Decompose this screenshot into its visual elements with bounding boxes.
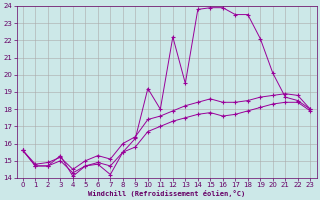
X-axis label: Windchill (Refroidissement éolien,°C): Windchill (Refroidissement éolien,°C)	[88, 190, 245, 197]
